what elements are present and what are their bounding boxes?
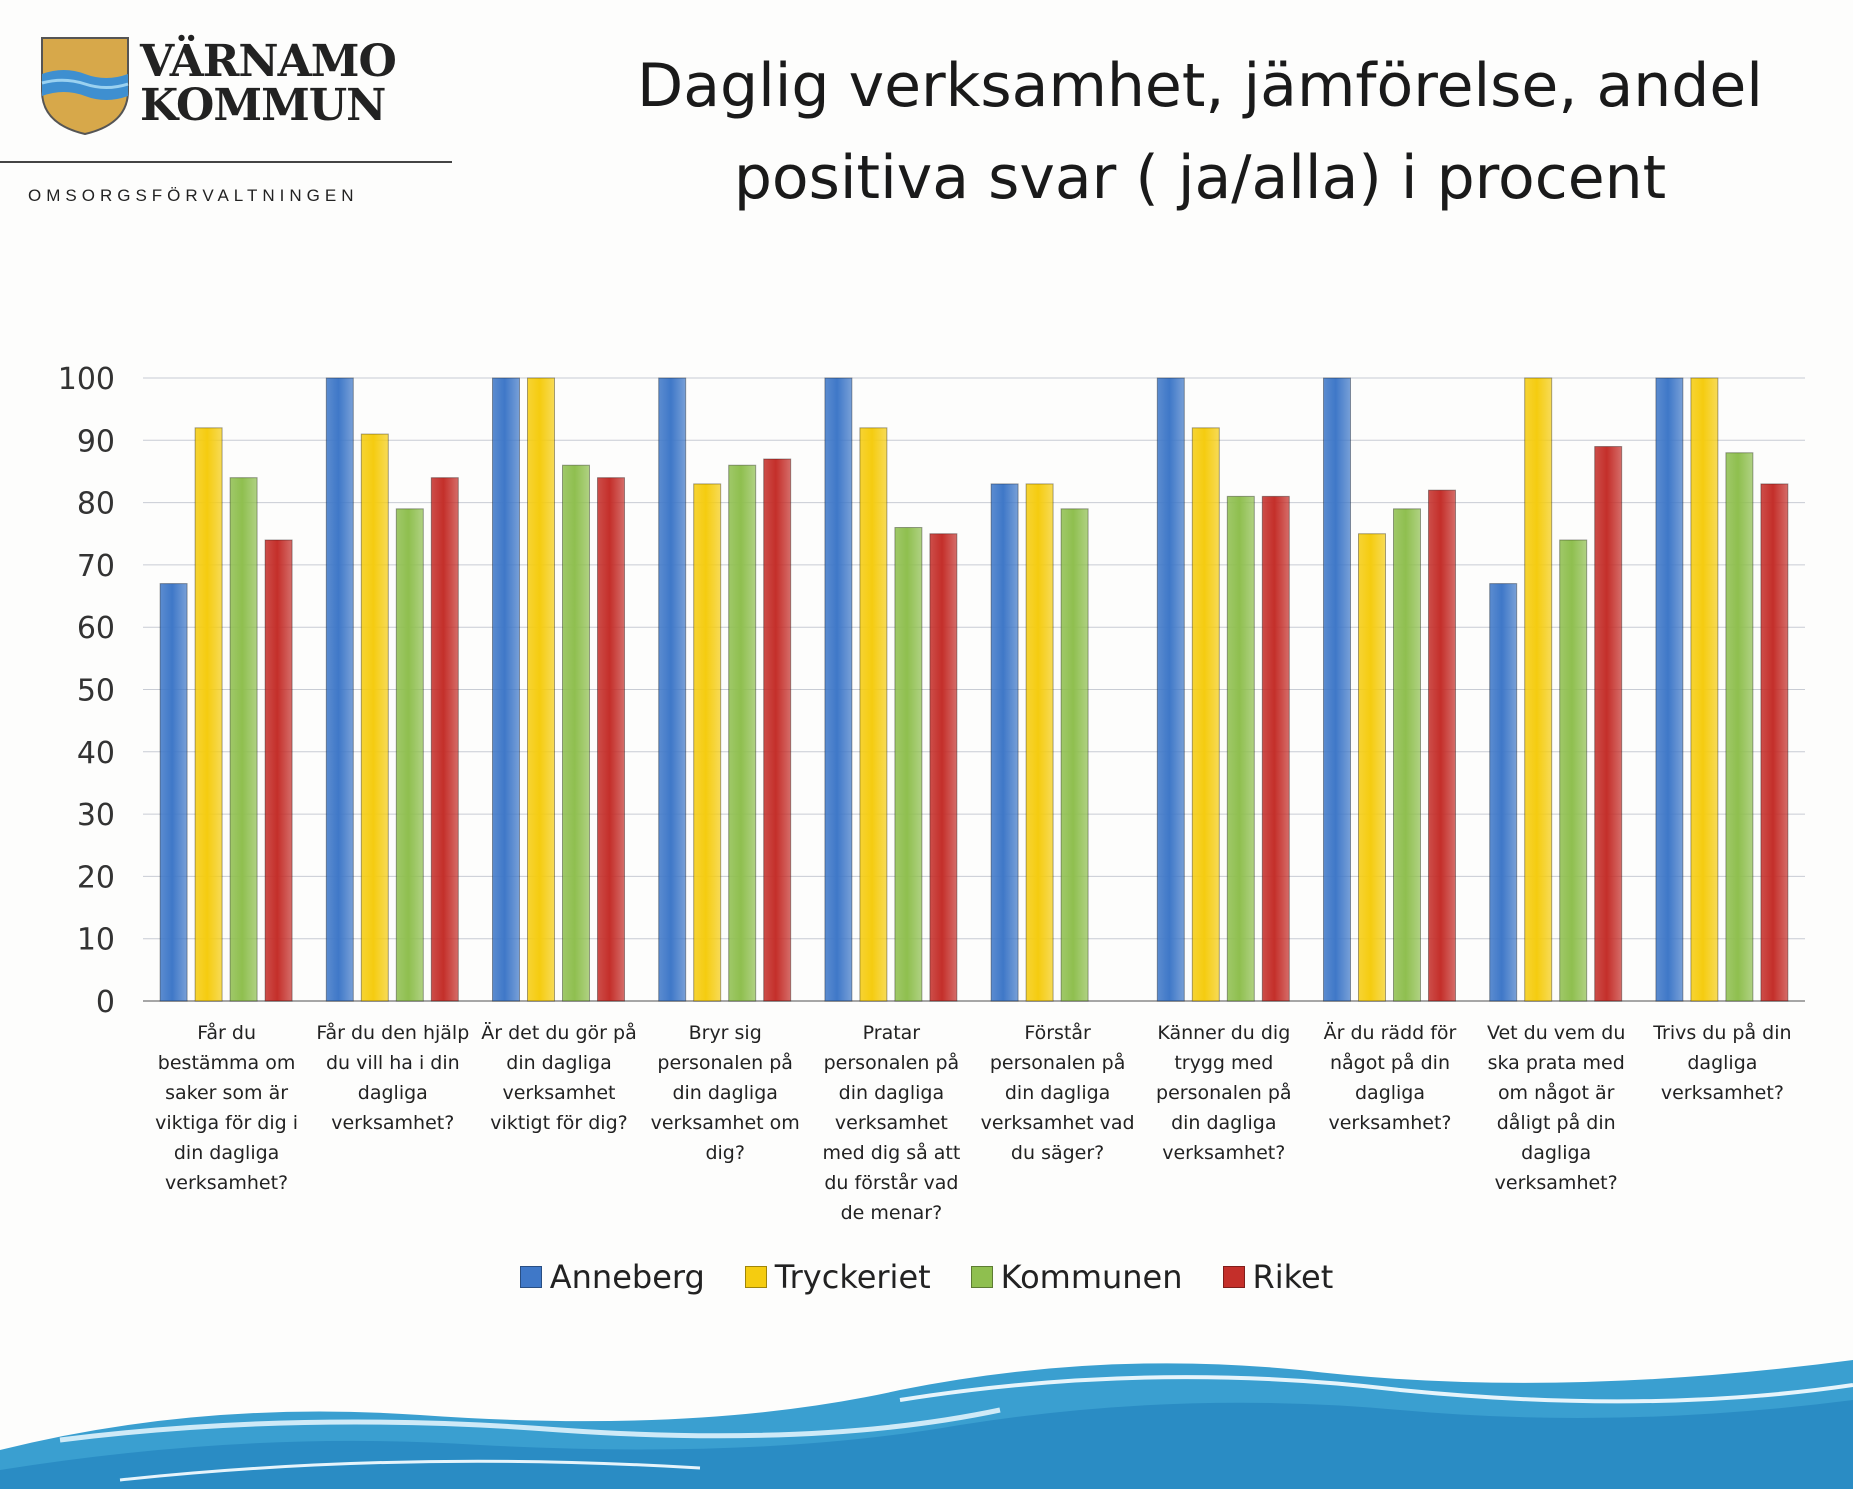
legend-swatch — [744, 1266, 767, 1288]
legend-item: Tryckeriet — [744, 1258, 931, 1296]
x-tick-label: Är du rädd för något på din dagliga verksam… — [1323, 1022, 1457, 1134]
legend-swatch — [519, 1266, 542, 1288]
bar-riket — [430, 477, 459, 1002]
bar-kommunen — [1226, 495, 1255, 1002]
bar-anneberg — [1156, 377, 1185, 1002]
x-tick-label: Får du bestämma om saker som är viktiga för… — [155, 1022, 299, 1194]
bar-tryckeriet — [527, 377, 555, 1002]
chart-title: Daglig verksamhet, jämförelse, andel pos… — [637, 51, 1763, 213]
bar-anneberg — [325, 377, 354, 1002]
bar-anneberg — [492, 377, 520, 1002]
x-tick-label: Får du den hjälp du vill ha i din dagliga v… — [316, 1022, 470, 1134]
bar-anneberg — [658, 377, 687, 1002]
bar-tryckeriet — [1358, 533, 1386, 1002]
bar-tryckeriet — [1524, 377, 1553, 1002]
bar-riket — [1261, 495, 1290, 1002]
y-tick-label: 50 — [77, 674, 115, 709]
x-tick-label: Trivs du på din dagliga verksamhet? — [1653, 1022, 1792, 1104]
bar-tryckeriet — [1690, 377, 1719, 1002]
y-tick-label: 90 — [77, 424, 115, 459]
bar-kommunen — [1559, 539, 1588, 1002]
x-tick-label: Vet du vem du ska prata med om något är dål… — [1486, 1022, 1626, 1194]
bar-riket — [264, 539, 293, 1002]
x-tick-label: Är det du gör på din dagliga verksamhet vik… — [481, 1022, 637, 1134]
bar-riket — [1594, 446, 1623, 1002]
legend-item: Riket — [1222, 1258, 1334, 1296]
y-tick-label: 30 — [77, 798, 115, 833]
bar-tryckeriet — [194, 427, 223, 1002]
bar-anneberg — [990, 483, 1019, 1002]
bar-riket — [1760, 483, 1789, 1002]
bar-kommunen — [894, 527, 923, 1002]
bar-chart: 0 10 20 30 40 50 60 70 80 90 100 — [58, 362, 1805, 1020]
bar-tryckeriet — [859, 427, 888, 1002]
bar-anneberg — [1655, 377, 1684, 1002]
y-tick-label: 20 — [77, 860, 115, 895]
chart-legend: Anneberg Tryckeriet Kommunen Riket — [0, 1258, 1853, 1296]
bar-kommunen — [1725, 452, 1754, 1002]
bar-riket — [763, 458, 792, 1002]
legend-label: Tryckeriet — [774, 1258, 931, 1296]
y-tick-label: 70 — [77, 549, 115, 584]
legend-swatch — [1222, 1266, 1245, 1288]
logo-text: VÄRNAMO KOMMUN — [140, 36, 397, 131]
coat-of-arms-icon — [41, 37, 129, 136]
bar-tryckeriet — [360, 433, 389, 1002]
bar-kommunen — [562, 464, 590, 1002]
bar-riket — [1428, 489, 1456, 1002]
bar-anneberg — [159, 583, 188, 1002]
bar-kommunen — [728, 464, 757, 1002]
bar-anneberg — [1489, 583, 1518, 1002]
bar-anneberg — [1323, 377, 1351, 1002]
legend-label: Kommunen — [1000, 1258, 1183, 1296]
legend-label: Riket — [1252, 1258, 1334, 1296]
bar-tryckeriet — [693, 483, 722, 1002]
x-tick-label: Bryr sig personalen på din dagliga verksamh… — [650, 1022, 800, 1164]
legend-swatch — [970, 1266, 993, 1288]
bar-tryckeriet — [1191, 427, 1220, 1002]
bar-kommunen — [229, 477, 258, 1002]
y-tick-label: 10 — [77, 923, 115, 958]
x-tick-label: Känner du dig trygg med personalen på din d… — [1156, 1022, 1292, 1164]
bar-anneberg — [824, 377, 853, 1002]
legend-label: Anneberg — [549, 1258, 705, 1296]
logo-line-1: VÄRNAMO — [140, 36, 397, 87]
y-tick-label: 40 — [77, 736, 115, 771]
bar-tryckeriet — [1025, 483, 1054, 1002]
department-name: OMSORGSFÖRVALTNINGEN — [28, 186, 359, 205]
legend-item: Anneberg — [519, 1258, 705, 1296]
header-divider — [0, 161, 452, 163]
logo-line-2: KOMMUN — [140, 80, 386, 131]
y-tick-label: 100 — [58, 362, 115, 397]
legend-item: Kommunen — [970, 1258, 1183, 1296]
bar-kommunen — [1393, 508, 1421, 1002]
bar-kommunen — [395, 508, 424, 1002]
x-tick-label: Förstår personalen på din dagliga verksamhe… — [980, 1022, 1135, 1164]
bar-riket — [929, 533, 958, 1002]
bar-kommunen — [1060, 508, 1089, 1002]
y-tick-label: 80 — [77, 487, 115, 522]
y-tick-label: 60 — [77, 611, 115, 646]
bar-riket — [597, 477, 625, 1002]
x-tick-label: Pratar personalen på din dagliga verksamhet… — [822, 1022, 961, 1224]
y-tick-label: 0 — [96, 985, 115, 1020]
wave-decoration — [0, 1360, 1853, 1489]
kommun-logo: VÄRNAMO KOMMUN — [40, 36, 460, 146]
